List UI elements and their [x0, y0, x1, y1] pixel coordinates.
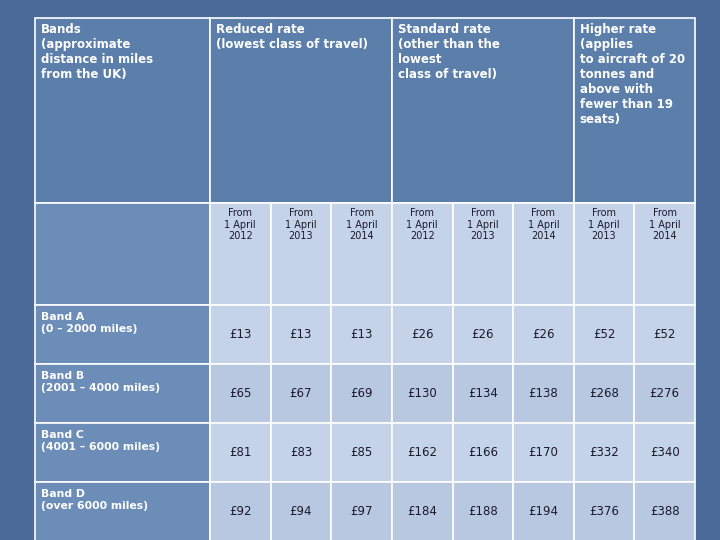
Text: From
1 April
2012: From 1 April 2012: [225, 208, 256, 241]
Text: £134: £134: [468, 387, 498, 400]
Text: £388: £388: [650, 505, 680, 518]
Bar: [331, 423, 392, 482]
Bar: [210, 305, 271, 364]
Text: Band D
(over 6000 miles): Band D (over 6000 miles): [41, 489, 148, 511]
Bar: [35, 305, 210, 364]
Bar: [452, 364, 513, 423]
Bar: [271, 203, 331, 305]
Text: Higher rate
(applies
to aircraft of 20
tonnes and
above with
fewer than 19
seats: Higher rate (applies to aircraft of 20 t…: [580, 23, 685, 126]
Bar: [634, 203, 695, 305]
Text: From
1 April
2014: From 1 April 2014: [649, 208, 680, 241]
Bar: [35, 423, 210, 482]
Bar: [35, 482, 210, 540]
Text: £276: £276: [649, 387, 680, 400]
Text: Band C
(4001 – 6000 miles): Band C (4001 – 6000 miles): [41, 430, 160, 451]
Bar: [634, 305, 695, 364]
Text: £26: £26: [411, 328, 433, 341]
Bar: [210, 18, 392, 203]
Text: £340: £340: [650, 446, 680, 459]
Bar: [331, 203, 392, 305]
Bar: [392, 423, 452, 482]
Bar: [574, 18, 695, 203]
Bar: [513, 423, 574, 482]
Text: £67: £67: [289, 387, 312, 400]
Text: From
1 April
2013: From 1 April 2013: [285, 208, 317, 241]
Text: From
1 April
2012: From 1 April 2012: [406, 208, 438, 241]
Bar: [513, 305, 574, 364]
Bar: [271, 482, 331, 540]
Bar: [574, 305, 634, 364]
Bar: [210, 482, 271, 540]
Text: £138: £138: [528, 387, 558, 400]
Bar: [634, 423, 695, 482]
Text: £13: £13: [289, 328, 312, 341]
Text: £166: £166: [468, 446, 498, 459]
Text: £188: £188: [468, 505, 498, 518]
Bar: [513, 364, 574, 423]
Text: £94: £94: [289, 505, 312, 518]
Bar: [392, 18, 574, 203]
Text: £81: £81: [229, 446, 251, 459]
Text: £170: £170: [528, 446, 559, 459]
Text: £69: £69: [351, 387, 373, 400]
Bar: [392, 364, 452, 423]
Bar: [331, 482, 392, 540]
Text: £52: £52: [654, 328, 676, 341]
Bar: [210, 423, 271, 482]
Bar: [271, 364, 331, 423]
Bar: [35, 364, 210, 423]
Text: £13: £13: [229, 328, 251, 341]
Bar: [574, 423, 634, 482]
Bar: [452, 423, 513, 482]
Text: £26: £26: [532, 328, 554, 341]
Bar: [210, 203, 271, 305]
Text: From
1 April
2013: From 1 April 2013: [467, 208, 499, 241]
Bar: [210, 364, 271, 423]
Bar: [452, 482, 513, 540]
Text: £65: £65: [229, 387, 251, 400]
Bar: [634, 482, 695, 540]
Text: Reduced rate
(lowest class of travel): Reduced rate (lowest class of travel): [216, 23, 368, 51]
Bar: [35, 18, 210, 203]
Text: Band B
(2001 – 4000 miles): Band B (2001 – 4000 miles): [41, 371, 160, 393]
Bar: [35, 203, 210, 305]
Text: £13: £13: [351, 328, 373, 341]
Bar: [452, 203, 513, 305]
Bar: [271, 423, 331, 482]
Text: £332: £332: [589, 446, 619, 459]
Text: From
1 April
2014: From 1 April 2014: [528, 208, 559, 241]
Text: £85: £85: [351, 446, 373, 459]
Text: £194: £194: [528, 505, 559, 518]
Text: £52: £52: [593, 328, 616, 341]
Bar: [452, 305, 513, 364]
Bar: [271, 305, 331, 364]
Bar: [392, 305, 452, 364]
Text: From
1 April
2014: From 1 April 2014: [346, 208, 377, 241]
Text: £130: £130: [408, 387, 437, 400]
Bar: [574, 203, 634, 305]
Text: Band A
(0 – 2000 miles): Band A (0 – 2000 miles): [41, 312, 138, 334]
Text: £162: £162: [408, 446, 437, 459]
Text: £97: £97: [351, 505, 373, 518]
Text: Bands
(approximate
distance in miles
from the UK): Bands (approximate distance in miles fro…: [41, 23, 153, 81]
Text: £184: £184: [408, 505, 437, 518]
Bar: [331, 305, 392, 364]
Bar: [574, 364, 634, 423]
Bar: [392, 482, 452, 540]
Text: £83: £83: [290, 446, 312, 459]
Bar: [331, 364, 392, 423]
Bar: [513, 203, 574, 305]
Text: £268: £268: [589, 387, 619, 400]
Bar: [634, 364, 695, 423]
Bar: [513, 482, 574, 540]
Bar: [574, 482, 634, 540]
Text: Standard rate
(other than the
lowest
class of travel): Standard rate (other than the lowest cla…: [398, 23, 500, 81]
Text: £376: £376: [589, 505, 619, 518]
Bar: [392, 203, 452, 305]
Text: £26: £26: [472, 328, 494, 341]
Text: £92: £92: [229, 505, 251, 518]
Text: From
1 April
2013: From 1 April 2013: [588, 208, 620, 241]
